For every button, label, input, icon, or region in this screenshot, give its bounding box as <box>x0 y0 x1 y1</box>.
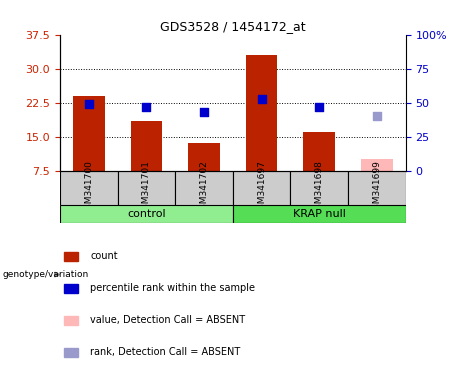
Bar <box>64 316 78 325</box>
Title: GDS3528 / 1454172_at: GDS3528 / 1454172_at <box>160 20 306 33</box>
Text: GSM341699: GSM341699 <box>372 161 381 215</box>
Text: rank, Detection Call = ABSENT: rank, Detection Call = ABSENT <box>90 348 240 358</box>
Bar <box>60 205 233 223</box>
Bar <box>361 159 393 171</box>
Point <box>200 109 207 115</box>
Text: GSM341702: GSM341702 <box>200 161 208 215</box>
Bar <box>233 205 406 223</box>
Point <box>315 104 323 110</box>
Bar <box>118 171 175 205</box>
Text: GSM341700: GSM341700 <box>84 161 93 215</box>
Text: KRAP null: KRAP null <box>293 209 346 219</box>
Bar <box>348 171 406 205</box>
Bar <box>175 171 233 205</box>
Text: value, Detection Call = ABSENT: value, Detection Call = ABSENT <box>90 315 245 325</box>
Bar <box>60 171 118 205</box>
Text: genotype/variation: genotype/variation <box>2 270 89 279</box>
Text: control: control <box>127 209 165 219</box>
Text: GSM341698: GSM341698 <box>315 161 324 215</box>
Text: GSM341697: GSM341697 <box>257 161 266 215</box>
Bar <box>130 121 162 171</box>
Bar <box>303 132 335 171</box>
Text: count: count <box>90 251 118 261</box>
Bar <box>290 171 348 205</box>
Point <box>142 104 150 110</box>
Bar <box>64 348 78 357</box>
Bar <box>233 171 290 205</box>
Point <box>85 101 92 107</box>
Point <box>258 96 266 102</box>
Bar <box>246 55 278 171</box>
Bar <box>188 144 220 171</box>
Text: percentile rank within the sample: percentile rank within the sample <box>90 283 255 293</box>
Bar <box>64 284 78 293</box>
Point <box>373 113 381 119</box>
Bar <box>73 96 105 171</box>
Bar <box>64 252 78 260</box>
Text: GSM341701: GSM341701 <box>142 161 151 215</box>
